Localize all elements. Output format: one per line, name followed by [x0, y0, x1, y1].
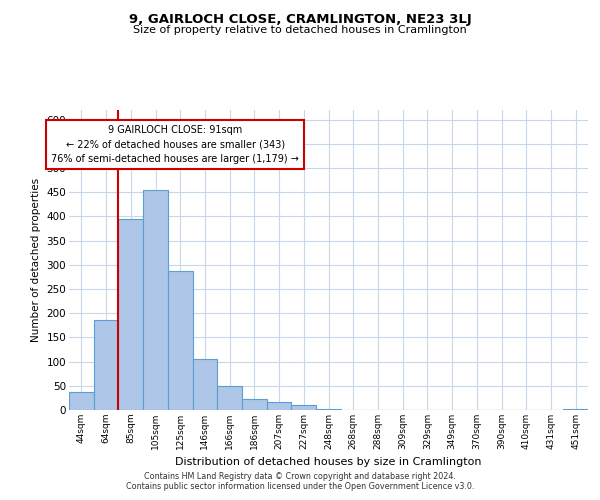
Bar: [563, 409, 588, 410]
Bar: [94, 320, 118, 410]
Text: 9, GAIRLOCH CLOSE, CRAMLINGTON, NE23 3LJ: 9, GAIRLOCH CLOSE, CRAMLINGTON, NE23 3LJ: [128, 12, 472, 26]
Text: 9 GAIRLOCH CLOSE: 91sqm
← 22% of detached houses are smaller (343)
76% of semi-d: 9 GAIRLOCH CLOSE: 91sqm ← 22% of detache…: [52, 124, 299, 164]
Text: Size of property relative to detached houses in Cramlington: Size of property relative to detached ho…: [133, 25, 467, 35]
Bar: [242, 400, 267, 410]
Bar: [118, 219, 143, 410]
Bar: [267, 402, 292, 410]
Text: Contains HM Land Registry data © Crown copyright and database right 2024.: Contains HM Land Registry data © Crown c…: [144, 472, 456, 481]
Bar: [193, 359, 217, 410]
Bar: [143, 190, 168, 410]
X-axis label: Distribution of detached houses by size in Cramlington: Distribution of detached houses by size …: [175, 458, 482, 468]
Y-axis label: Number of detached properties: Number of detached properties: [31, 178, 41, 342]
Bar: [292, 405, 316, 410]
Bar: [69, 392, 94, 410]
Text: Contains public sector information licensed under the Open Government Licence v3: Contains public sector information licen…: [126, 482, 474, 491]
Bar: [217, 386, 242, 410]
Bar: [168, 270, 193, 410]
Bar: [316, 409, 341, 410]
